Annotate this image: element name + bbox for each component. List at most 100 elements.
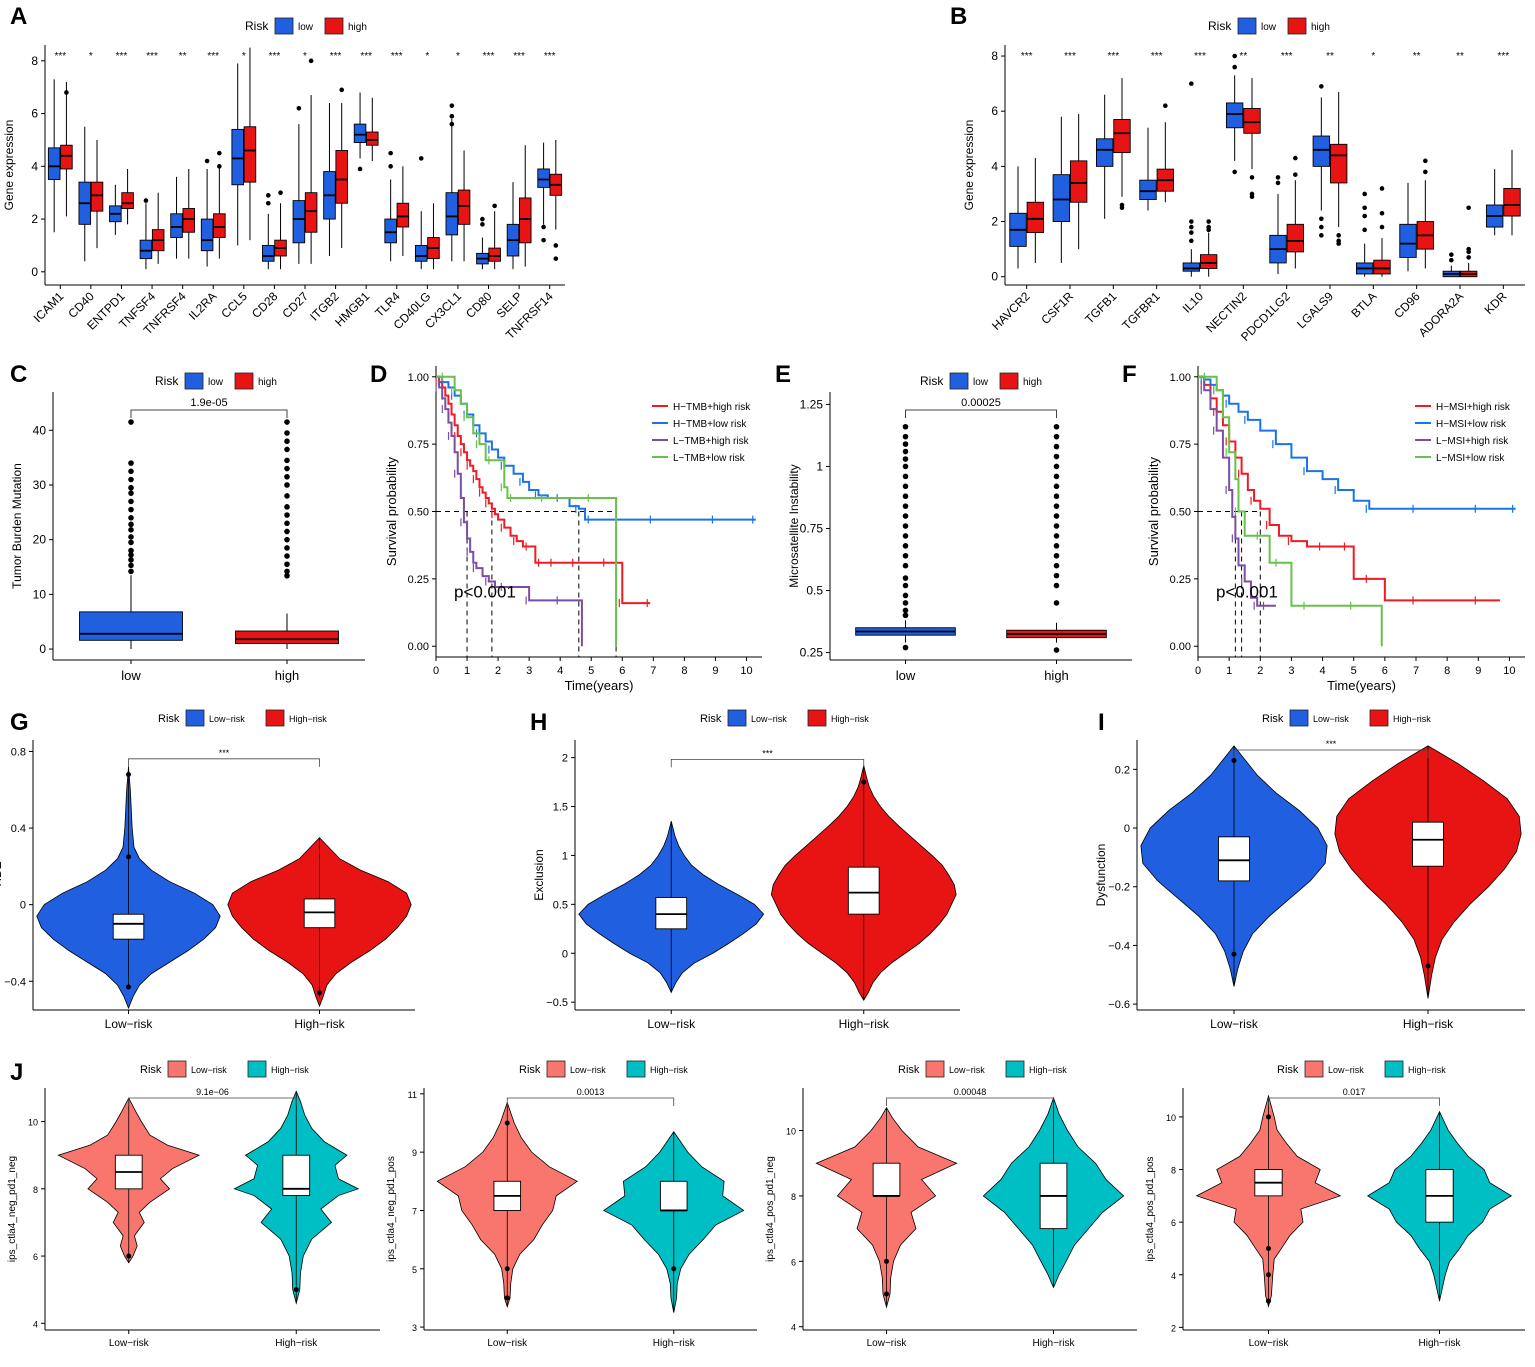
box-body [182,208,196,233]
box-high [274,190,287,270]
outlier-point [553,243,559,248]
outlier-point [284,553,290,559]
x-tick-label: Low−risk [109,1338,150,1349]
y-axis-title: Gene expression [2,120,16,211]
box-low [384,150,397,262]
outlier-point [128,506,134,513]
outlier-point [492,203,497,209]
legend-label: high [1023,377,1042,388]
panel-label: A [10,3,27,30]
x-tick-label: 1 [1226,665,1232,677]
legend-label: High−risk [1029,1065,1067,1075]
outlier-point [1362,191,1367,197]
panel-J1: 4 6 8 10 ips_ctla4_neg_pd1_neg Low−risk High−r… [7,1087,380,1349]
y-tick-label: 4 [1171,1271,1176,1281]
outlier-point [1206,219,1211,224]
outlier-point [902,562,909,569]
box-body [1503,187,1521,217]
panel-label: H [530,709,547,736]
significance-label: *** [54,51,66,62]
outlier-point [1425,963,1431,969]
x-tick-label: 6 [619,665,625,677]
outlier-point [902,592,909,599]
outlier-point [1266,1114,1271,1120]
x-tick-label: 2 [495,665,501,677]
outlier-point [902,441,909,447]
x-tick-label: Low−risk [647,1017,696,1031]
x-tick-label: High−risk [275,1338,318,1349]
outlier-point [128,468,134,475]
x-tick-label: Low−risk [867,1338,908,1349]
box-low [1052,116,1071,263]
outlier-point [284,536,290,543]
x-tick-label: CD27 [280,289,312,321]
y-tick-label: 1.00 [408,372,429,384]
y-tick-label: 0.00 [408,641,429,653]
x-tick-label: 1 [464,665,470,677]
y-tick-label: 4 [33,1319,38,1329]
outlier-point [64,90,69,95]
outlier-point [902,423,909,430]
x-tick-label: 9 [1475,665,1481,677]
outlier-point [902,493,909,500]
outlier-point [1163,103,1168,108]
legend: Risk Low−risk High−risk [1277,1060,1446,1078]
outlier-point [1053,463,1060,470]
box-low [292,105,306,264]
significance-label: * [425,51,429,62]
x-tick-label: 3 [526,665,532,677]
outlier-point [293,1287,299,1293]
outlier-point [1053,572,1060,579]
outlier-point [284,561,290,568]
box-low [47,79,61,233]
box-high [304,58,318,264]
outlier-point [1293,155,1298,161]
panel-label: G [10,709,29,736]
legend-swatch [1384,1060,1404,1078]
y-tick-label: −0.5 [546,997,568,1009]
legend-title: Risk [158,713,180,725]
y-tick-label: 11 [408,1090,417,1100]
panel-label: B [950,3,967,30]
outlier-point [861,779,867,785]
box-body [60,144,73,170]
box-body [79,611,183,641]
outlier-point [449,103,455,108]
outlier-point [1336,241,1341,246]
x-tick-label: 2 [1257,665,1263,677]
outlier-point [1189,230,1194,235]
box-low [537,142,550,243]
pvalue-label: 0.017 [1343,1087,1366,1097]
outlier-point [902,473,909,480]
outlier-point [504,1266,510,1272]
violin-box [659,1180,688,1211]
violin-High−risk [233,1090,360,1305]
box-body [1329,143,1348,184]
y-tick-label: 0.8 [11,746,26,758]
outlier-point [480,216,485,222]
box-low [1095,94,1114,219]
x-tick-label: 10 [740,665,752,677]
outlier-point [1249,175,1255,180]
y-tick-label: 0 [31,265,38,279]
y-tick-label: 6 [791,1257,796,1267]
x-tick-label: 5 [588,665,594,677]
significance-label: *** [1021,51,1033,62]
box-body [1312,135,1331,167]
panel-label: I [1098,709,1105,736]
outlier-point [1466,246,1471,252]
outlier-point [1053,433,1060,440]
outlier-point [1053,443,1060,450]
outlier-point [1449,252,1454,257]
legend-title: Risk [700,713,722,725]
y-tick-label: 8 [1171,1166,1176,1176]
legend-label: H−TMB+low risk [673,419,747,430]
box-body [1199,254,1218,269]
box-low [1312,84,1331,238]
outlier-point [1319,224,1324,230]
x-tick-label: LGALS9 [1294,289,1336,331]
box-low [200,158,214,267]
significance-bracket [886,1097,1054,1106]
box-low [79,419,183,650]
significance-label: *** [513,51,525,62]
